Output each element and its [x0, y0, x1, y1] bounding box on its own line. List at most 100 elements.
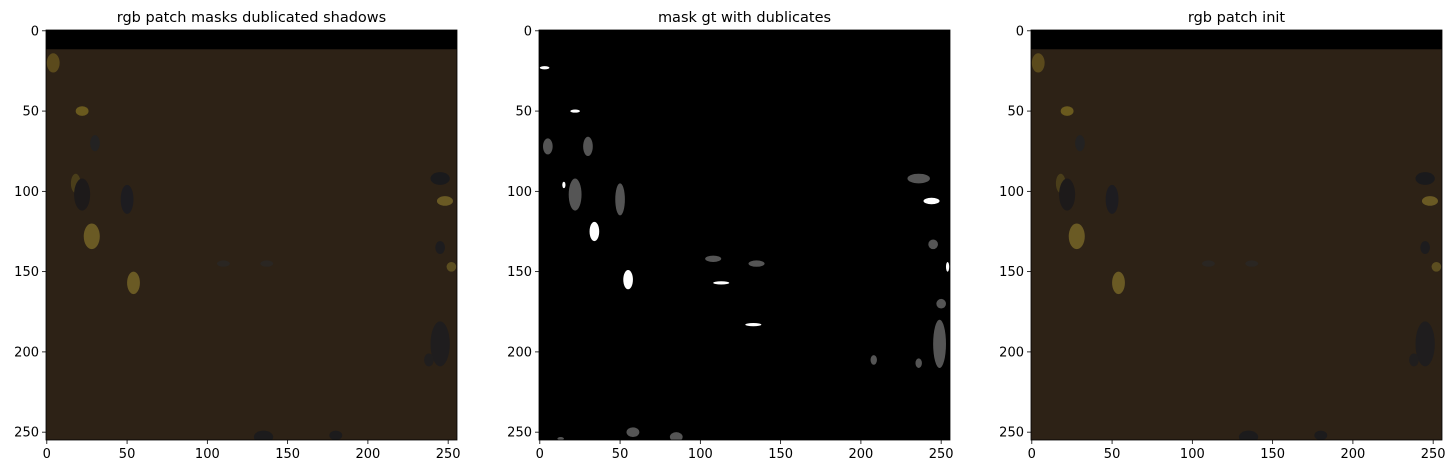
axes-frame: [1030, 29, 1443, 441]
image-blob: [1431, 261, 1442, 272]
image-blob: [253, 430, 274, 440]
x-tick-label: 200: [1340, 447, 1365, 462]
image-blob: [1060, 106, 1074, 116]
x-tick-label: 250: [929, 447, 954, 462]
image-blob: [626, 427, 640, 437]
image-blob: [1075, 135, 1085, 152]
y-tick-label: 0: [31, 24, 39, 39]
image-blob: [424, 353, 434, 367]
image-blob: [430, 321, 450, 367]
image-blob: [915, 358, 922, 368]
image-blob: [923, 197, 940, 205]
panel-1: rgb patch masks dublicated shadows 0 50 100…: [14, 10, 460, 462]
x-tick-label: 50: [612, 447, 629, 462]
image-blob: [562, 181, 566, 189]
x-tick-label: 150: [275, 447, 300, 462]
image-blob: [446, 261, 457, 272]
image-blob: [713, 281, 730, 285]
y-tick-label: 100: [999, 185, 1024, 200]
x-tick-label: 250: [436, 447, 461, 462]
image-blob: [83, 223, 100, 250]
image-blob: [705, 255, 722, 262]
x-tick-label: 0: [536, 447, 544, 462]
x-tick-label: 100: [195, 447, 220, 462]
image-blob: [583, 136, 593, 157]
image-blob: [539, 66, 550, 70]
y-tick-label: 50: [22, 105, 39, 120]
y-tick-label: 250: [14, 426, 39, 441]
image-blob: [260, 260, 274, 267]
chart-title: rgb patch masks dublicated shadows: [117, 10, 386, 26]
chart-title: mask gt with dublicates: [658, 10, 831, 26]
image-blob: [1420, 241, 1430, 254]
x-tick-label: 0: [43, 447, 51, 462]
image-top-band: [1031, 30, 1442, 50]
image-blob: [1238, 430, 1259, 440]
image-blob: [669, 432, 683, 440]
panel-3: rgb patch init 0 50 100 150 200 250 0 50 100 150 20…: [999, 10, 1445, 462]
image-blob: [1314, 430, 1328, 440]
image-blob: [1421, 196, 1438, 206]
y-tick-label: 100: [507, 185, 532, 200]
y-tick-label: 200: [507, 345, 532, 360]
image-blob: [1415, 321, 1435, 367]
x-tick-label: 50: [119, 447, 136, 462]
image-blob: [907, 173, 930, 184]
chart-title: rgb patch init: [1188, 10, 1286, 26]
image-blob: [870, 355, 877, 365]
image-blob: [589, 221, 600, 242]
image-blob: [543, 138, 553, 155]
x-tick-label: 50: [1104, 447, 1121, 462]
x-tick-label: 250: [1421, 447, 1446, 462]
image-background: [46, 30, 457, 440]
x-tick-label: 200: [355, 447, 380, 462]
x-tick-label: 150: [768, 447, 793, 462]
image-blob: [928, 239, 938, 250]
y-tick-label: 0: [1016, 24, 1024, 39]
axes-frame: [538, 29, 951, 441]
image-blob: [745, 322, 762, 327]
image-blob: [46, 53, 60, 73]
image-blob: [933, 319, 946, 368]
image-blob: [945, 261, 950, 272]
y-tick-label: 200: [999, 345, 1024, 360]
image-blob: [216, 260, 230, 267]
image-blob: [127, 271, 140, 295]
image-blob: [615, 183, 625, 216]
y-tick-label: 0: [524, 24, 532, 39]
image-blob: [568, 178, 582, 211]
y-tick-label: 100: [14, 185, 39, 200]
y-tick-label: 200: [14, 345, 39, 360]
y-tick-label: 50: [1007, 105, 1024, 120]
image-blob: [1105, 184, 1119, 214]
x-tick-label: 150: [1260, 447, 1285, 462]
image-blob: [1409, 353, 1419, 367]
image-blob: [74, 178, 91, 211]
image-blob: [436, 196, 453, 206]
image-background: [539, 30, 950, 440]
image-blob: [623, 270, 633, 290]
x-tick-label: 100: [1180, 447, 1205, 462]
image-blob: [120, 184, 134, 214]
image-layer: [539, 30, 950, 440]
image-blob: [75, 106, 89, 116]
image-blob: [557, 436, 564, 440]
image-background: [1031, 30, 1442, 440]
image-layer: [46, 30, 457, 440]
image-blob: [1112, 271, 1125, 295]
image-blob: [748, 260, 765, 267]
image-blob: [1245, 260, 1259, 267]
image-blob: [430, 172, 450, 185]
image-blob: [1201, 260, 1215, 267]
x-tick-label: 100: [688, 447, 713, 462]
y-tick-label: 50: [515, 105, 532, 120]
image-blob: [329, 430, 343, 440]
image-blob: [936, 298, 946, 309]
image-blob: [1059, 178, 1076, 211]
image-blob: [435, 241, 445, 254]
y-tick-label: 250: [999, 426, 1024, 441]
y-tick-label: 150: [14, 265, 39, 280]
image-blob: [1415, 172, 1435, 185]
y-tick-label: 150: [507, 265, 532, 280]
image-blob: [570, 109, 580, 113]
